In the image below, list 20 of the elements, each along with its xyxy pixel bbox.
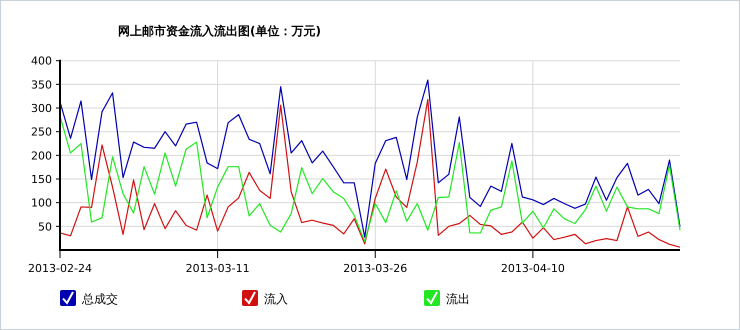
legend-label: 流出 — [446, 292, 470, 306]
x-tick-label: 2013-03-26 — [343, 262, 408, 275]
y-tick-label: 100 — [31, 196, 52, 210]
y-tick-label: 300 — [31, 102, 52, 116]
y-tick-label: 250 — [31, 126, 52, 139]
line-series — [59, 80, 681, 238]
x-tick-label: 2013-02-24 — [28, 262, 92, 275]
x-tick-label: 2013-03-11 — [186, 262, 250, 275]
y-tick-label: 150 — [31, 173, 52, 186]
y-tick-label: 400 — [31, 54, 52, 68]
legend-item: 流出 — [424, 290, 470, 306]
legend-label: 流入 — [264, 292, 288, 306]
y-tick-label: 50 — [38, 220, 52, 234]
y-tick-label: 200 — [31, 149, 52, 162]
chart-title: 网上邮市资金流入流出图(单位：万元) — [118, 24, 321, 38]
legend-label: 总成交 — [81, 292, 118, 306]
y-tick-label: 350 — [31, 78, 52, 92]
legend-item: 流入 — [242, 290, 288, 306]
legend-item: 总成交 — [60, 290, 118, 306]
x-tick-label: 2013-04-10 — [500, 262, 565, 275]
